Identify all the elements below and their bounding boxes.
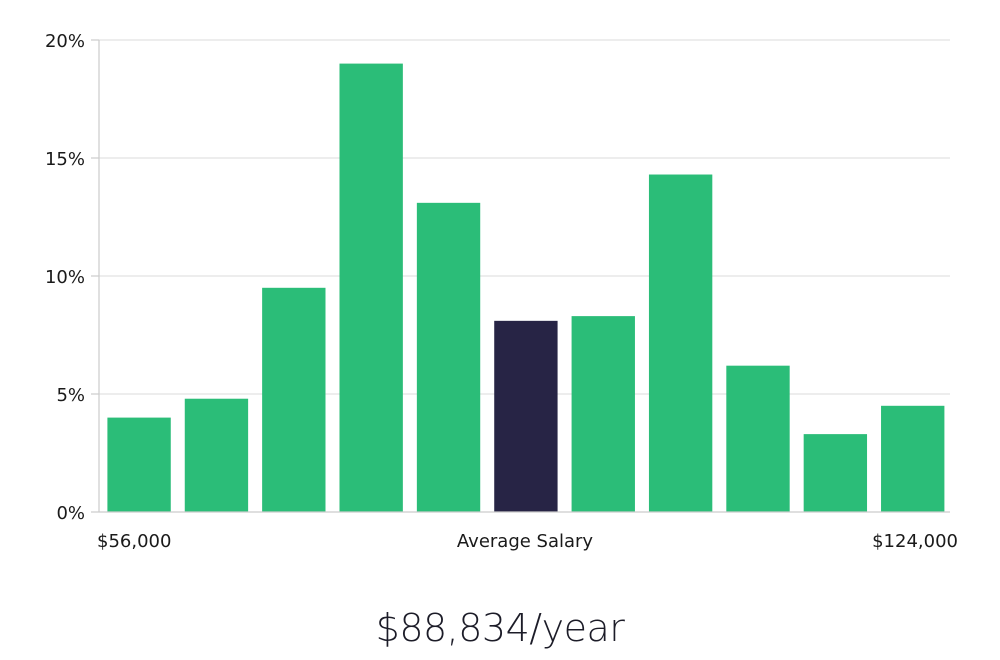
bars [107,63,945,512]
bar [107,417,171,512]
bar [726,365,790,512]
average-salary-headline: $88,834/year [375,606,625,650]
bar [262,287,326,512]
bar-average-salary [494,320,558,512]
chart-svg: $56,000 Average Salary $124,000 0% 5% 10% 1… [45,31,958,552]
tick-labels: $56,000 Average Salary $124,000 0% 5% 10% 1… [45,31,958,552]
bar [416,202,481,512]
bar [184,398,249,512]
bar [571,316,635,512]
y-tick-label: 10% [45,267,85,288]
bar [881,405,945,512]
y-tick-label: 15% [45,149,85,170]
y-tick-label: 0% [56,503,85,524]
bar [648,174,713,512]
y-tick-label: 5% [56,385,85,406]
bar [339,63,403,512]
y-tick-label: 20% [45,31,85,52]
x-max-label: $124,000 [872,531,958,552]
salary-histogram: $56,000 Average Salary $124,000 0% 5% 10% 1… [45,31,958,552]
x-min-label: $56,000 [97,531,171,552]
bar [803,434,868,512]
axes [91,39,950,513]
x-center-label: Average Salary [457,531,594,552]
